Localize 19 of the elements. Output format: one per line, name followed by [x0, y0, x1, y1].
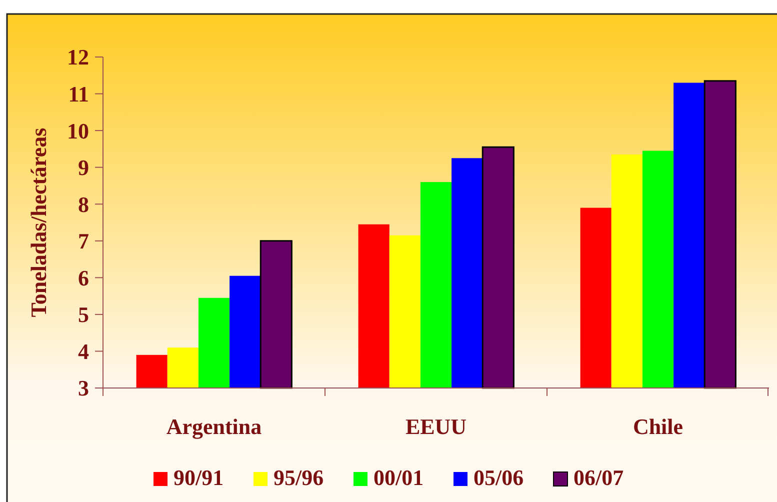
y-tick-label: 4 — [78, 338, 89, 364]
y-tick-label: 9 — [78, 155, 89, 180]
y-axis-title: Toneladas/hectáreas — [26, 127, 51, 318]
x-tick-label: Argentina — [166, 414, 262, 439]
y-tick-label: 7 — [78, 228, 89, 254]
legend-label: 05/06 — [474, 465, 524, 490]
legend-label: 06/07 — [574, 465, 624, 490]
y-tick-label: 8 — [78, 192, 89, 217]
y-tick-label: 3 — [78, 376, 89, 401]
x-tick-label: Chile — [632, 414, 684, 439]
legend-label: 90/91 — [174, 465, 224, 490]
legend-label: 95/96 — [274, 465, 324, 490]
x-tick-label: EEUU — [405, 414, 467, 439]
y-tick-label: 12 — [67, 44, 89, 70]
legend-label: 00/01 — [374, 465, 424, 490]
y-tick-label: 10 — [67, 118, 89, 144]
y-tick-label: 5 — [78, 302, 89, 328]
y-tick-label: 6 — [78, 265, 89, 290]
y-tick-label: 11 — [68, 81, 89, 106]
